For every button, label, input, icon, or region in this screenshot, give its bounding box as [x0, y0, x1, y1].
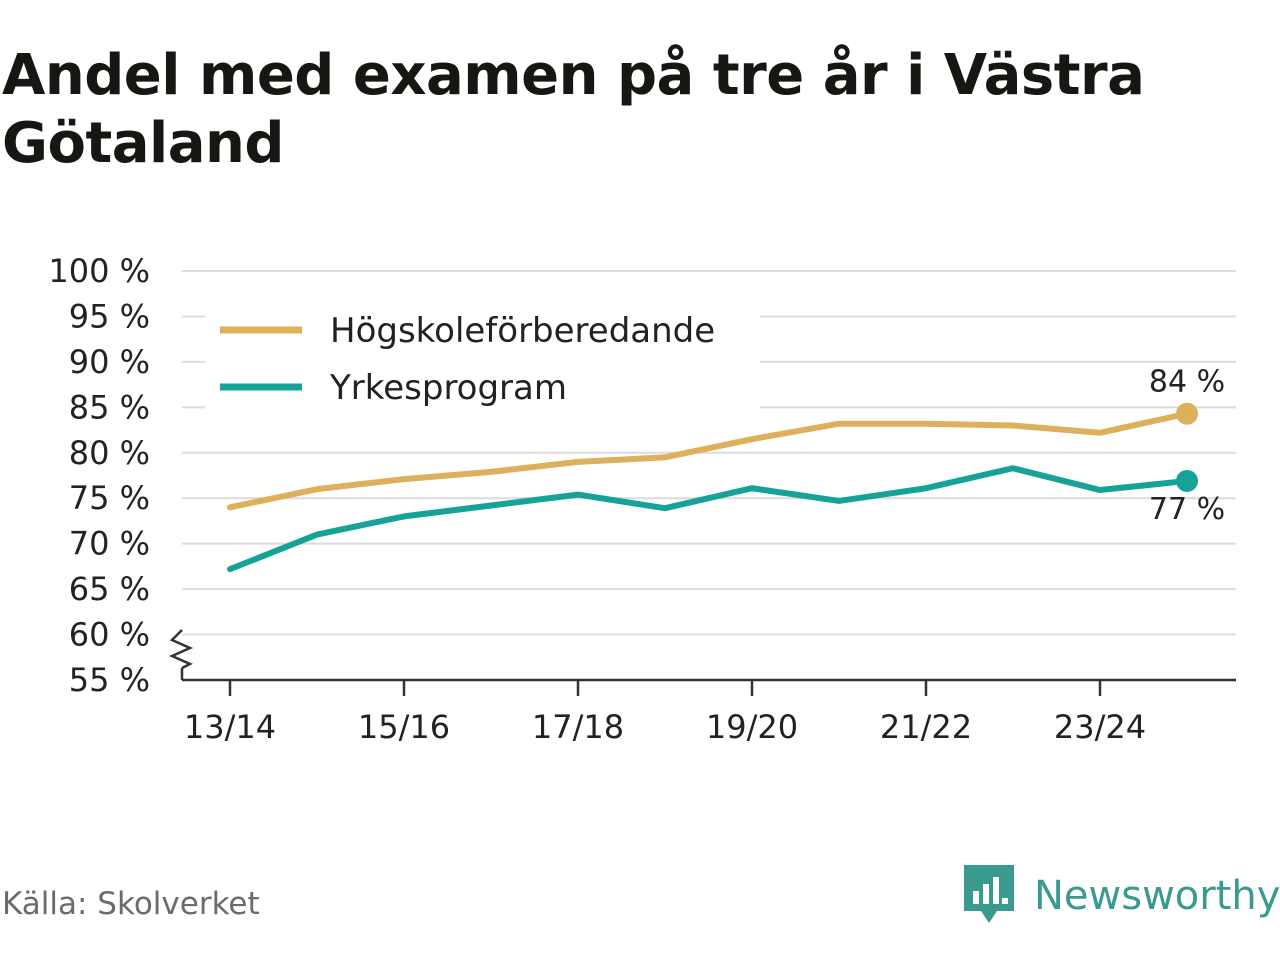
y-tick-label: 70 %	[69, 525, 150, 563]
legend-background	[205, 298, 760, 410]
y-tick-label: 100 %	[48, 252, 150, 290]
y-tick-label: 85 %	[69, 388, 150, 426]
source-note: Källa: Skolverket	[2, 886, 260, 922]
y-tick-label: 55 %	[69, 661, 150, 699]
series-end-label: 84 %	[1149, 365, 1225, 400]
series-end-marker	[1176, 469, 1198, 492]
x-tick-label: 19/20	[706, 708, 798, 746]
y-tick-label: 65 %	[69, 570, 150, 608]
brand-logo: Newsworthy	[964, 864, 1280, 928]
x-tick-label: 17/18	[532, 708, 624, 746]
x-tick-label: 23/24	[1054, 708, 1146, 746]
series-line	[227, 465, 1190, 573]
y-tick-label: 60 %	[69, 616, 150, 654]
y-tick-label: 90 %	[69, 343, 150, 381]
series-line	[227, 410, 1190, 511]
legend-label: Högskoleförberedande	[330, 311, 715, 351]
brand-name: Newsworthy	[1034, 873, 1280, 919]
newsworthy-logo-icon	[964, 865, 1014, 923]
x-tick-label: 21/22	[880, 708, 972, 746]
y-tick-label: 95 %	[69, 297, 150, 335]
y-tick-label: 75 %	[69, 479, 150, 517]
legend-label: Yrkesprogram	[329, 368, 567, 408]
chart-title: Andel med examen på tre år i Västra Göta…	[2, 43, 1145, 176]
series-end-marker	[1176, 402, 1198, 425]
x-tick-label: 13/14	[184, 708, 276, 746]
series-end-label: 77 %	[1149, 492, 1225, 527]
axis-break-mark	[168, 629, 194, 670]
y-tick-label: 80 %	[69, 434, 150, 472]
x-tick-label: 15/16	[358, 708, 450, 746]
